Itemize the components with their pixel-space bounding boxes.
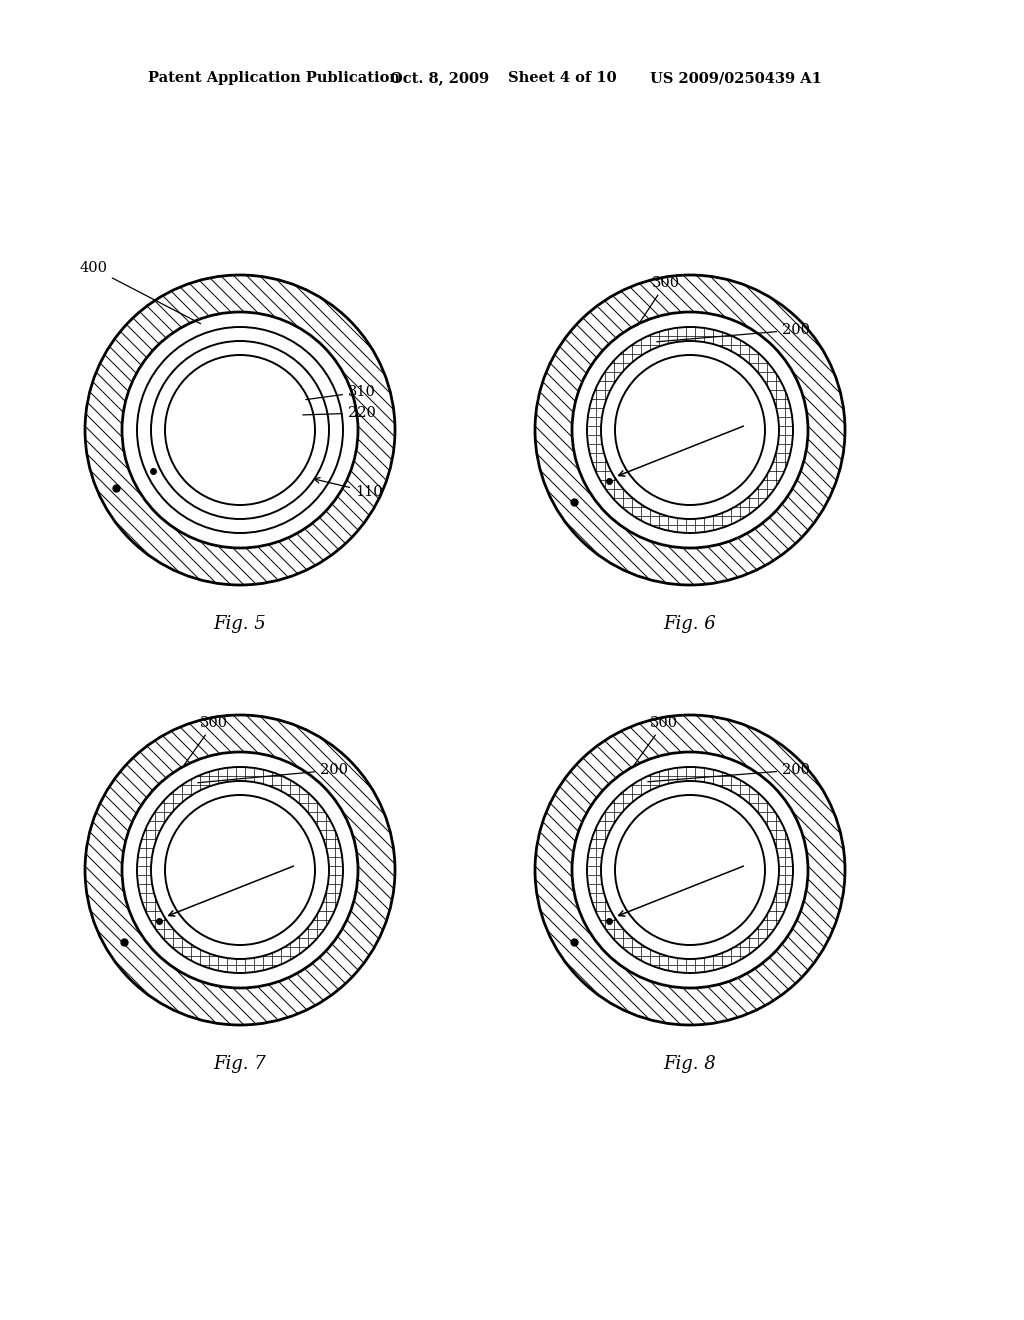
- Text: Fig. 8: Fig. 8: [664, 1055, 717, 1073]
- Text: 200: 200: [198, 763, 348, 783]
- Text: Sheet 4 of 10: Sheet 4 of 10: [508, 71, 616, 84]
- Text: Fig. 7: Fig. 7: [214, 1055, 266, 1073]
- Text: 310: 310: [306, 385, 376, 400]
- Text: 220: 220: [303, 407, 376, 420]
- Text: Patent Application Publication: Patent Application Publication: [148, 71, 400, 84]
- Text: 200: 200: [656, 323, 810, 342]
- Text: 110: 110: [314, 478, 383, 499]
- Text: 200: 200: [648, 763, 810, 781]
- Text: 400: 400: [79, 261, 201, 323]
- Text: Oct. 8, 2009: Oct. 8, 2009: [390, 71, 489, 84]
- Text: 300: 300: [638, 276, 680, 326]
- Text: 300: 300: [634, 715, 678, 766]
- Text: Fig. 5: Fig. 5: [214, 615, 266, 634]
- Text: 300: 300: [183, 715, 228, 766]
- Text: US 2009/0250439 A1: US 2009/0250439 A1: [650, 71, 822, 84]
- Text: Fig. 6: Fig. 6: [664, 615, 717, 634]
